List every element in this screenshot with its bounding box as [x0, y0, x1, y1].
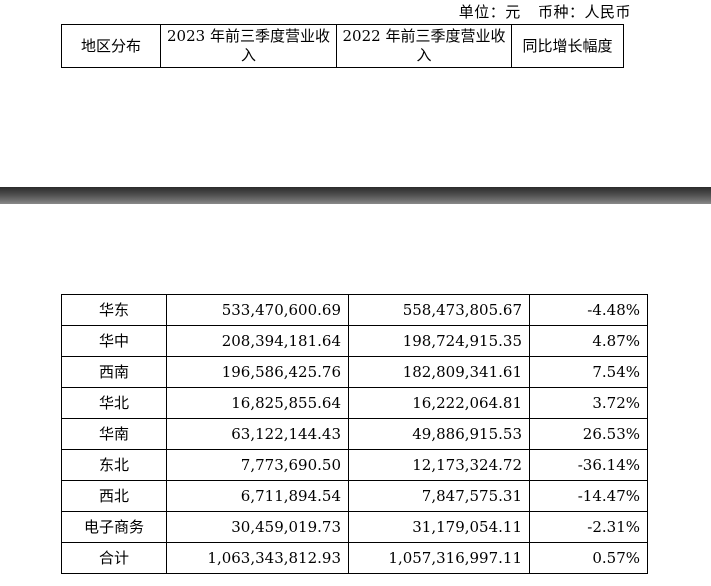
table-row: 华东 533,470,600.69 558,473,805.67 -4.48%	[61, 294, 648, 326]
total-label-cell: 合计	[61, 542, 167, 574]
revenue-table-header: 地区分布 2023 年前三季度营业收入 2022 年前三季度营业收入 同比增长幅…	[61, 24, 624, 68]
revenue-2022-cell: 182,809,341.61	[348, 356, 530, 388]
yoy-growth-cell: 26.53%	[529, 418, 648, 450]
yoy-growth-cell: -4.48%	[529, 294, 648, 326]
header-yoy-growth: 同比增长幅度	[511, 24, 624, 68]
header-region: 地区分布	[61, 24, 161, 68]
revenue-2022-cell: 31,179,054.11	[348, 511, 530, 543]
yoy-growth-cell: 7.54%	[529, 356, 648, 388]
revenue-2023-cell: 196,586,425.76	[166, 356, 349, 388]
unit-label: 单位：元	[458, 3, 521, 21]
revenue-2023-cell: 16,825,855.64	[166, 387, 349, 419]
region-cell: 西南	[61, 356, 167, 388]
revenue-2022-cell: 7,847,575.31	[348, 480, 530, 512]
region-cell: 华北	[61, 387, 167, 419]
region-cell: 华南	[61, 418, 167, 450]
yoy-growth-cell: -14.47%	[529, 480, 648, 512]
revenue-table-body: 华东 533,470,600.69 558,473,805.67 -4.48% …	[61, 294, 648, 574]
region-cell: 东北	[61, 449, 167, 481]
total-yoy-growth-cell: 0.57%	[529, 542, 648, 574]
header-revenue-2023: 2023 年前三季度营业收入	[160, 24, 337, 68]
table-row: 华北 16,825,855.64 16,222,064.81 3.72%	[61, 387, 648, 419]
unit-line: 单位：元 币种：人民币	[0, 1, 631, 23]
region-cell: 华东	[61, 294, 167, 326]
revenue-2022-cell: 198,724,915.35	[348, 325, 530, 357]
table-row: 华南 63,122,144.43 49,886,915.53 26.53%	[61, 418, 648, 450]
total-row: 合计 1,063,343,812.93 1,057,316,997.11 0.5…	[61, 542, 648, 574]
header-revenue-2022: 2022 年前三季度营业收入	[336, 24, 512, 68]
total-revenue-2022-cell: 1,057,316,997.11	[348, 542, 530, 574]
revenue-2023-cell: 7,773,690.50	[166, 449, 349, 481]
revenue-2022-cell: 12,173,324.72	[348, 449, 530, 481]
revenue-2023-cell: 208,394,181.64	[166, 325, 349, 357]
yoy-growth-cell: -36.14%	[529, 449, 648, 481]
revenue-2023-cell: 63,122,144.43	[166, 418, 349, 450]
region-cell: 西北	[61, 480, 167, 512]
revenue-2023-cell: 533,470,600.69	[166, 294, 349, 326]
yoy-growth-cell: 3.72%	[529, 387, 648, 419]
header-row: 地区分布 2023 年前三季度营业收入 2022 年前三季度营业收入 同比增长幅…	[61, 24, 624, 68]
table-row: 西北 6,711,894.54 7,847,575.31 -14.47%	[61, 480, 648, 512]
currency-label: 币种：人民币	[537, 3, 631, 21]
table-row: 华中 208,394,181.64 198,724,915.35 4.87%	[61, 325, 648, 357]
total-revenue-2023-cell: 1,063,343,812.93	[166, 542, 349, 574]
revenue-2022-cell: 16,222,064.81	[348, 387, 530, 419]
revenue-2023-cell: 30,459,019.73	[166, 511, 349, 543]
region-cell: 华中	[61, 325, 167, 357]
table-row: 西南 196,586,425.76 182,809,341.61 7.54%	[61, 356, 648, 388]
revenue-2022-cell: 558,473,805.67	[348, 294, 530, 326]
yoy-growth-cell: 4.87%	[529, 325, 648, 357]
yoy-growth-cell: -2.31%	[529, 511, 648, 543]
page-break-bar	[0, 187, 711, 204]
table-row: 东北 7,773,690.50 12,173,324.72 -36.14%	[61, 449, 648, 481]
table-row: 电子商务 30,459,019.73 31,179,054.11 -2.31%	[61, 511, 648, 543]
revenue-2022-cell: 49,886,915.53	[348, 418, 530, 450]
region-cell: 电子商务	[61, 511, 167, 543]
revenue-2023-cell: 6,711,894.54	[166, 480, 349, 512]
